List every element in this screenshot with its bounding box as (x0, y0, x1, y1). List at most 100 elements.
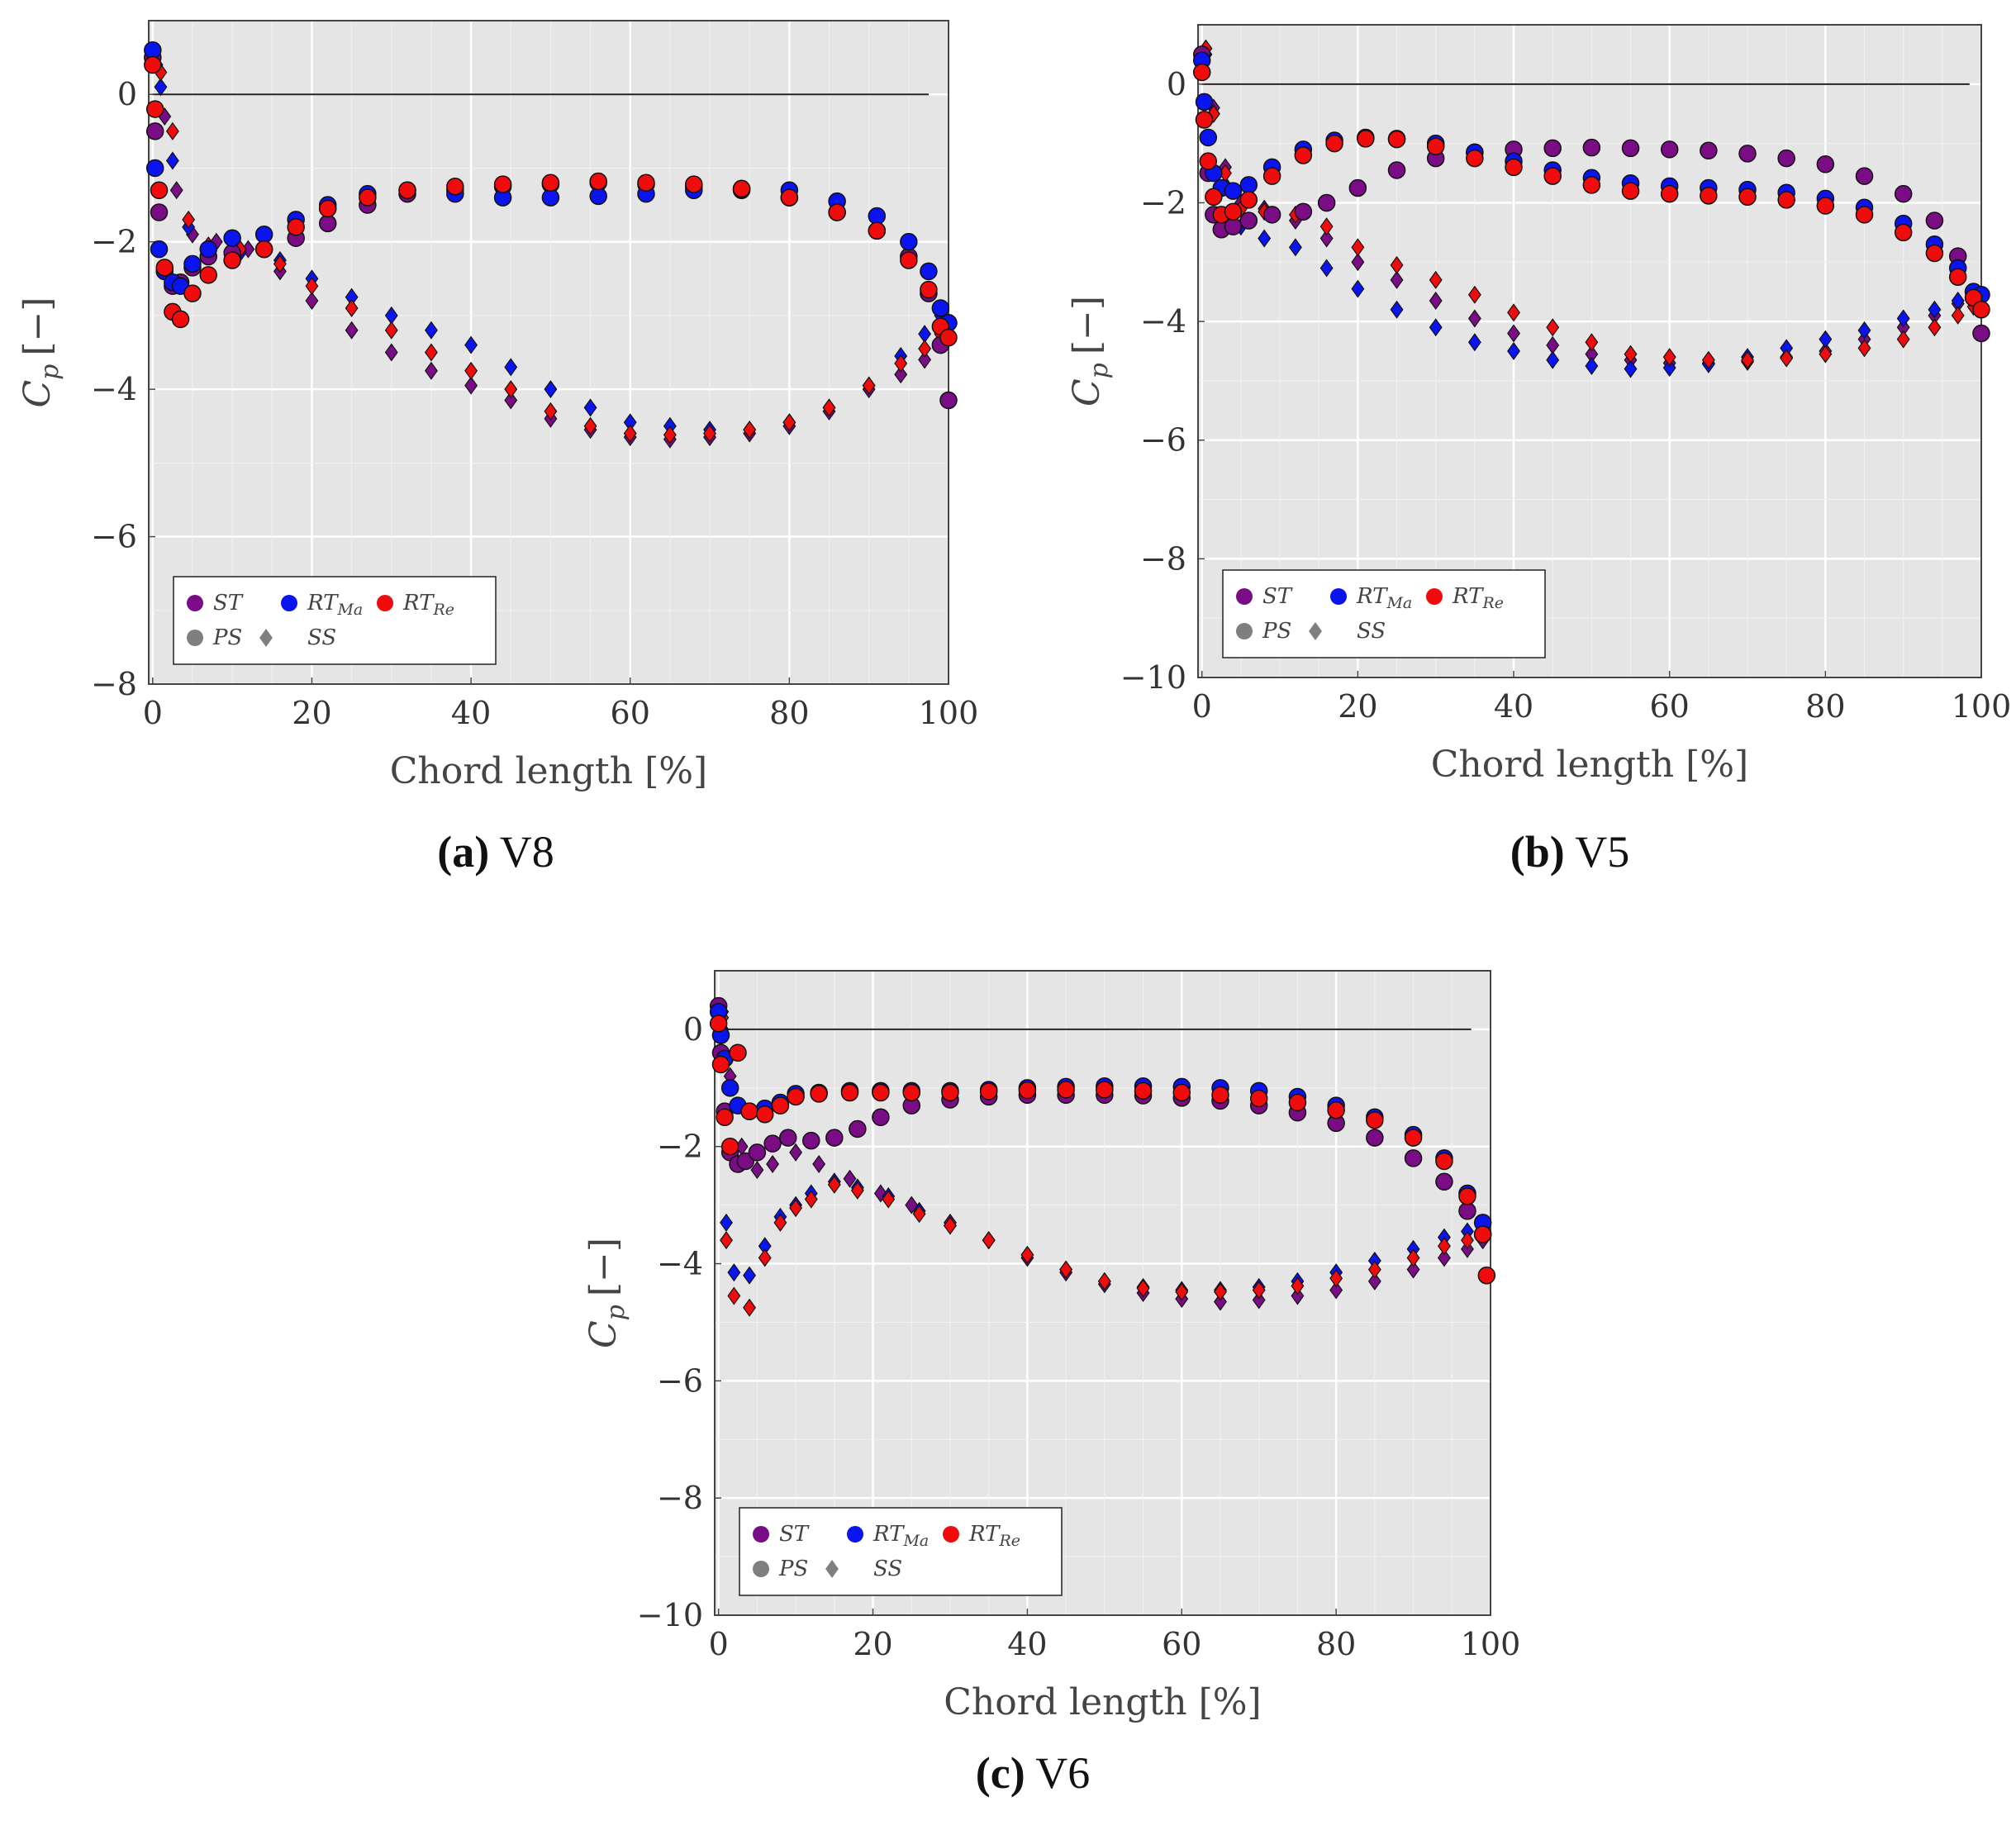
legend-ss-marker (259, 629, 273, 647)
caption-letter: (b) (1510, 827, 1565, 877)
legend-ps-main: PS (212, 625, 242, 650)
data-point-ps (1426, 137, 1445, 155)
y-tick-label: −10 (637, 1597, 703, 1633)
data-point-ps (1855, 167, 1874, 185)
legend-rt-re-marker (943, 1526, 959, 1542)
data-point-ss (1624, 345, 1638, 364)
data-point-ps (1700, 187, 1718, 205)
legend-st-label: ST (779, 1522, 810, 1547)
y-tick-label: −2 (657, 1129, 703, 1165)
legend-st-label: ST (1262, 584, 1293, 609)
data-point-ps (720, 1079, 739, 1097)
data-point-ps (150, 203, 169, 221)
data-point-ps (171, 310, 190, 329)
y-tick-label: −6 (91, 519, 137, 555)
data-point-ss (894, 354, 908, 373)
y-tick-label: −2 (91, 224, 137, 260)
data-point-ss (1351, 253, 1365, 272)
data-point-ss (1288, 238, 1302, 257)
legend-rt-re-label: RTRe (402, 591, 454, 619)
legend-st-main: ST (1262, 584, 1293, 609)
x-axis-label: Chord length [%] (390, 750, 707, 792)
caption-name: V5 (1575, 827, 1630, 877)
chart-v8: 0 20 40 60 80 100 0 −2 −4 −6 −8 Chord length [%] Cp [… (17, 20, 979, 792)
data-point-ss (727, 1263, 741, 1282)
data-point-ss (169, 181, 183, 200)
data-point-ss (743, 1266, 756, 1285)
y-label-sub: p (36, 364, 64, 380)
data-point-ps (1199, 128, 1218, 147)
y-label-sub: p (601, 1305, 630, 1320)
data-point-ss (1390, 300, 1404, 319)
data-point-ps (1505, 158, 1523, 177)
caption-v8: (a) V8 (248, 826, 744, 877)
data-point-ss (1741, 350, 1754, 369)
data-point-ss (1928, 318, 1942, 337)
data-point-ps (1211, 1086, 1229, 1105)
legend-ps-marker (1236, 623, 1253, 639)
data-point-ps (740, 1102, 758, 1120)
data-point-ps (1262, 167, 1281, 185)
data-point-ss (703, 424, 716, 443)
data-point-ps (732, 179, 751, 198)
data-point-ps (755, 1105, 774, 1124)
y-tick-label: −8 (657, 1480, 703, 1516)
legend-ps-main: PS (778, 1557, 808, 1581)
data-point-ps (155, 259, 174, 277)
data-point-ss (1507, 303, 1520, 322)
data-point-ss (504, 380, 518, 399)
data-point-ss (1319, 259, 1334, 278)
legend-ss-label: SS (1357, 619, 1386, 644)
legend-box (739, 1507, 1063, 1596)
data-point-ps (711, 1055, 730, 1074)
data-point-ps (1195, 93, 1214, 112)
legend-rt-re-label: RTRe (968, 1522, 1020, 1550)
data-point-ss (663, 425, 677, 444)
caption-v5: (b) V5 (1322, 826, 1818, 877)
legend-ps-label: PS (1262, 619, 1291, 644)
data-point-ps (849, 1119, 867, 1138)
data-point-ps (1543, 139, 1562, 158)
x-axis-label: Chord length [%] (944, 1681, 1261, 1723)
data-point-ss (843, 1169, 857, 1188)
data-point-ss (1467, 285, 1481, 304)
x-tick-label: 100 (919, 695, 979, 731)
plot-frame (714, 970, 1491, 1616)
data-point-ps (1348, 178, 1367, 197)
legend-ss-marker (825, 1560, 839, 1578)
series-RT_Ma-SS (1199, 45, 1980, 378)
data-point-ss (766, 1154, 780, 1174)
data-point-ss (1928, 300, 1942, 319)
data-point-ss (583, 416, 597, 435)
data-point-ss (804, 1190, 818, 1209)
data-point-ss (1252, 1281, 1266, 1300)
data-point-ps (868, 221, 887, 240)
data-point-ps (931, 299, 950, 317)
plot-area (149, 21, 949, 684)
y-axis-label: Cp [−] (582, 1238, 630, 1348)
legend-rt-ma-label: RTMa (307, 591, 363, 619)
data-point-ps (709, 1015, 728, 1033)
data-point-ps (1018, 1081, 1037, 1100)
x-tick-label: 100 (1952, 688, 2012, 725)
data-point-ss (182, 210, 196, 229)
data-point-ps (1972, 300, 1990, 319)
caption-name: V8 (499, 827, 554, 877)
y-label-main: C (582, 1320, 625, 1348)
data-point-ss (305, 292, 319, 311)
legend-st-label: ST (213, 591, 244, 616)
data-point-ss (1329, 1281, 1343, 1300)
plot-frame (1197, 24, 1982, 678)
data-point-ss (873, 1184, 887, 1203)
data-point-ss (1546, 350, 1560, 369)
y-label-unit: [−] (1066, 296, 1108, 354)
data-point-ss (1467, 309, 1481, 328)
caption-name: V6 (1035, 1748, 1091, 1798)
data-point-ss (894, 365, 908, 384)
data-point-ss (905, 1195, 919, 1214)
chart-panel-v5: 0 20 40 60 80 100 0 −2 −4 −6 −8 −10 Chord length [%]… (1041, 0, 2016, 892)
data-point-ss (1662, 359, 1676, 378)
data-point-ss (1429, 318, 1443, 337)
data-point-ps (1477, 1266, 1496, 1285)
legend-rt-re-sub: Re (998, 1532, 1020, 1550)
